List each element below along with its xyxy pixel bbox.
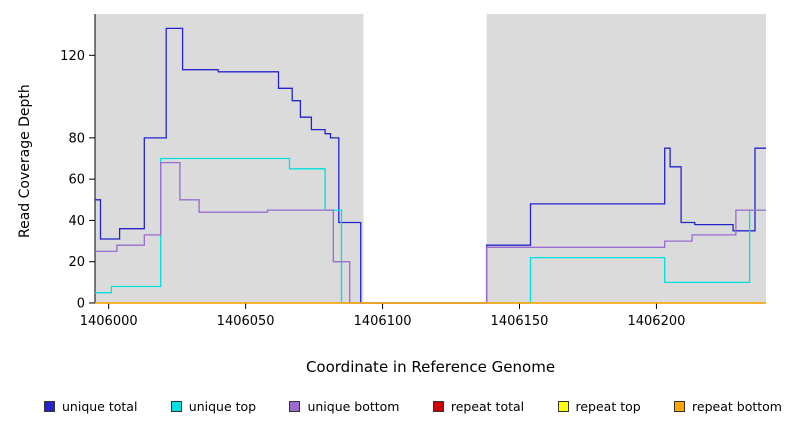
legend-item-unique-top: unique top (170, 399, 257, 414)
x-tick-label: 1406200 (627, 314, 685, 329)
y-tick-label: 40 (68, 214, 85, 229)
x-tick-label: 1406000 (80, 314, 138, 329)
legend-item-label: unique total (62, 399, 138, 414)
x-tick-label: 1406100 (354, 314, 412, 329)
legend-item-label: repeat bottom (692, 399, 782, 414)
y-tick-label: 60 (68, 173, 85, 188)
y-tick-label: 80 (68, 131, 85, 146)
y-tick-label: 0 (77, 297, 85, 312)
coverage-plot: 1406000 1406050 1406100 1406150 1406200 0 20 40… (60, 14, 766, 329)
legend-swatch-icon (44, 401, 55, 412)
legend: unique total unique top unique bottom re… (44, 399, 782, 414)
legend-swatch-icon (170, 401, 182, 412)
legend-item-label: unique top (188, 399, 257, 414)
legend-swatch-icon (674, 401, 686, 412)
y-axis-label: Read Coverage Depth (17, 84, 33, 238)
x-tick-label: 1406150 (491, 314, 549, 329)
legend-item-repeat-top: repeat top (557, 399, 641, 414)
legend-swatch-icon (289, 401, 301, 412)
legend-item-repeat-total: repeat total (432, 399, 525, 414)
legend-item-unique-bottom: unique bottom (289, 399, 400, 414)
legend-item-label: repeat total (450, 399, 525, 414)
coverage-gap-region (363, 14, 487, 303)
legend-item-unique-total: unique total (44, 399, 137, 414)
series-unique-total (95, 27, 766, 304)
series-unique-bottom (95, 161, 766, 304)
legend-item-label: unique bottom (307, 399, 400, 414)
legend-item-label: repeat top (575, 399, 641, 414)
y-tick-label: 20 (68, 255, 85, 270)
x-tick-label: 1406050 (217, 314, 275, 329)
legend-item-repeat-bottom: repeat bottom (674, 399, 782, 414)
y-tick-label: 120 (60, 49, 85, 64)
legend-swatch-icon (432, 401, 444, 412)
legend-swatch-icon (557, 401, 569, 412)
x-axis-label: Coordinate in Reference Genome (305, 358, 556, 376)
